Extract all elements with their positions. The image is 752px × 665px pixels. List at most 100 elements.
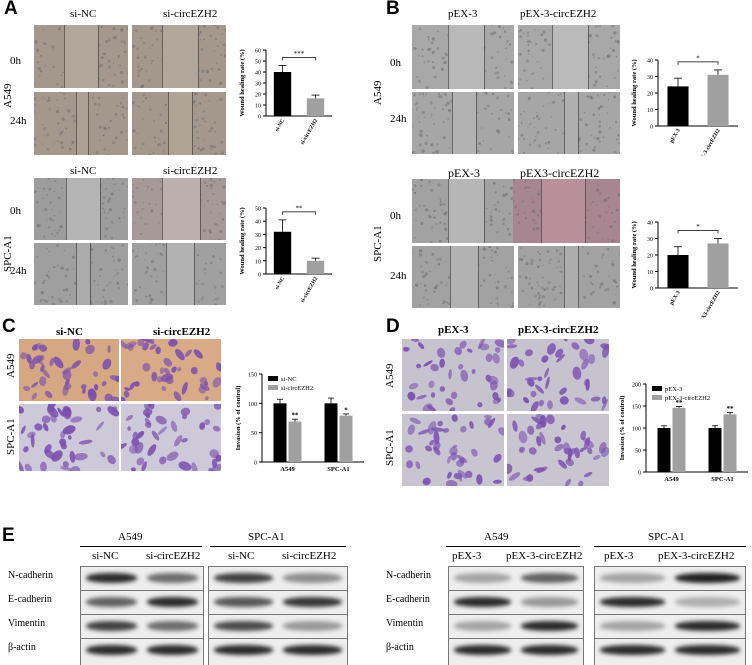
- chart-c-bar: [273, 403, 287, 462]
- chart-b-spca1-significance: *: [696, 223, 700, 231]
- chart-d-bar: [708, 428, 722, 472]
- chart-b-spca1-ytick-label: 0: [650, 287, 653, 293]
- chart-c-bar: [324, 403, 338, 462]
- chart-b-a549-bracket: [677, 61, 719, 65]
- b-a549-pex3-24h-image: [412, 92, 514, 154]
- chart-c-category-label: SPC-A1: [327, 466, 349, 473]
- chart-b-a549-bar: [667, 86, 689, 126]
- chart-d-category-label: SPC-A1: [711, 476, 733, 483]
- b-time-24h-top: 24h: [390, 113, 407, 125]
- e-left-line-spca1: SPC-A1: [248, 531, 285, 543]
- blot-band: [675, 621, 740, 631]
- blot-band: [86, 621, 137, 631]
- chart-a-spca1-ytick-label: 10: [255, 259, 261, 265]
- a-a549-sinc-24h-image: [34, 92, 128, 155]
- a-group-label-1: si-NC: [70, 8, 97, 20]
- c-group-label-2: si-circEZH2: [153, 326, 211, 338]
- chart-a-spca1-ytick-label: 30: [255, 233, 261, 239]
- e-left-group-2: si-circEZH2: [146, 550, 201, 562]
- b-time-24h-bottom: 24h: [390, 270, 407, 282]
- chart-b-spca1-category-label: pEX3-circEZH2: [697, 290, 722, 318]
- panel-label-a: A: [4, 0, 18, 19]
- b-group-label-2: pEX-3-circEZH2: [520, 8, 597, 20]
- c-cellline-a549: A549: [5, 353, 17, 378]
- e-left-protein-4: β-actin: [8, 642, 36, 653]
- blot-band: [283, 621, 342, 631]
- chart-b-spca1-category-label: pEX-3: [669, 290, 682, 306]
- e-left-group-4: si-circEZH2: [282, 550, 337, 562]
- chart-a-a549-bar: [306, 98, 325, 116]
- chart-d-ytick-label: 50: [635, 449, 641, 455]
- chart-a-a549: 0 10 20 30 40 50 60 Wound healing rate (%) si-NC…: [239, 49, 332, 146]
- d-spca1-pexcirc-image: [507, 414, 609, 486]
- chart-a-spca1: 0 10 20 30 40 50 Wound healing rate (%) si-NC si…: [239, 204, 332, 304]
- chart-a-a549-category-label: si-NC: [274, 118, 286, 133]
- chart-b-a549: 0 10 20 30 40 Wound healing rate (%) pEX-3 pEX-…: [631, 54, 738, 156]
- a-time-24h-top: 24h: [10, 115, 27, 127]
- panel-label-b: B: [386, 0, 400, 19]
- chart-d-invasion: 0 50 100 150 200 Invasion (% of control) ** A54…: [619, 383, 748, 483]
- b-group-label-1: pEX-3: [448, 8, 478, 20]
- e-right-line-a549: A549: [484, 531, 509, 543]
- chart-a-a549-ytick-label: 20: [255, 93, 261, 99]
- c-spca1-sicirc-image: [121, 404, 221, 471]
- blot-right-1-2: [594, 566, 746, 594]
- chart-d-category-label: A549: [664, 476, 679, 483]
- blot-right-3-2: [594, 614, 746, 642]
- chart-d-legend-swatch: [652, 395, 662, 400]
- d-spca1-pex3-image: [402, 414, 504, 486]
- e-right-group-2: pEX-3-circEZH2: [506, 550, 583, 562]
- chart-c-ylabel: Invasion (% of control): [235, 386, 242, 451]
- a-a549-sicirc-24h-image: [132, 92, 226, 155]
- b-a549-pexcirc-0h-image: [518, 25, 620, 89]
- chart-c-legend-label: si-circEZH2: [281, 385, 313, 392]
- a-cellline-spca1: SPC-A1: [2, 235, 14, 272]
- blot-left-1-2: [208, 566, 348, 594]
- d-a549-pexcirc-image: [507, 339, 609, 411]
- blot-band: [521, 573, 578, 583]
- blot-band: [147, 573, 198, 583]
- chart-d-significance: **: [676, 399, 684, 407]
- e-right-group-3: pEX-3: [604, 550, 634, 562]
- blot-right-4-2: [594, 638, 746, 665]
- blot-band: [147, 645, 198, 655]
- a-group-label-2: si-circEZH2: [163, 8, 218, 20]
- b-a549-pex3-0h-image: [412, 25, 514, 89]
- blot-band: [521, 621, 578, 631]
- blot-band: [675, 573, 740, 583]
- a-spca1-sinc-24h-image: [34, 243, 128, 305]
- e-right-spca1-underline: [594, 546, 746, 547]
- chart-a-spca1-ytick-label: 40: [255, 220, 261, 226]
- blot-band: [600, 645, 665, 655]
- chart-c-ytick-label: 0: [254, 461, 257, 467]
- chart-a-a549-ytick-label: 40: [255, 71, 261, 77]
- e-right-group-1: pEX-3: [452, 550, 482, 562]
- blot-left-4-2: [208, 638, 348, 665]
- e-right-a549-underline: [446, 546, 580, 547]
- chart-b-spca1-ytick-label: 30: [647, 237, 653, 243]
- a-group-label-4: si-circEZH2: [163, 165, 218, 177]
- chart-a-a549-significance: ***: [294, 50, 305, 58]
- a-time-0h-bottom: 0h: [10, 205, 21, 217]
- blot-band: [283, 597, 342, 607]
- chart-a-a549-bracket: [282, 57, 316, 61]
- blot-band: [600, 597, 665, 607]
- b-cellline-spca1: SPC-A1: [372, 225, 384, 262]
- chart-d-ytick-label: 150: [632, 405, 641, 411]
- a-time-0h-top: 0h: [10, 55, 21, 67]
- panel-label-e: E: [2, 525, 15, 546]
- e-right-line-spca1: SPC-A1: [648, 531, 685, 543]
- e-right-group-4: pEX-3-circEZH2: [658, 550, 735, 562]
- chart-d-ytick-label: 0: [638, 471, 641, 477]
- e-left-protein-3: Vimentin: [8, 618, 46, 629]
- blot-band: [600, 573, 665, 583]
- chart-a-spca1-ytick-label: 20: [255, 246, 261, 252]
- chart-a-a549-ytick-label: 10: [255, 104, 261, 110]
- blot-right-4-1: [448, 638, 584, 665]
- chart-d-ylabel: Invasion (% of control): [619, 396, 626, 461]
- chart-b-a549-ytick-label: 0: [650, 125, 653, 131]
- blot-band: [454, 621, 511, 631]
- b-spca1-pexcirc-24h-image: [518, 246, 620, 308]
- blot-band: [86, 573, 137, 583]
- chart-b-spca1-bracket: [677, 230, 719, 234]
